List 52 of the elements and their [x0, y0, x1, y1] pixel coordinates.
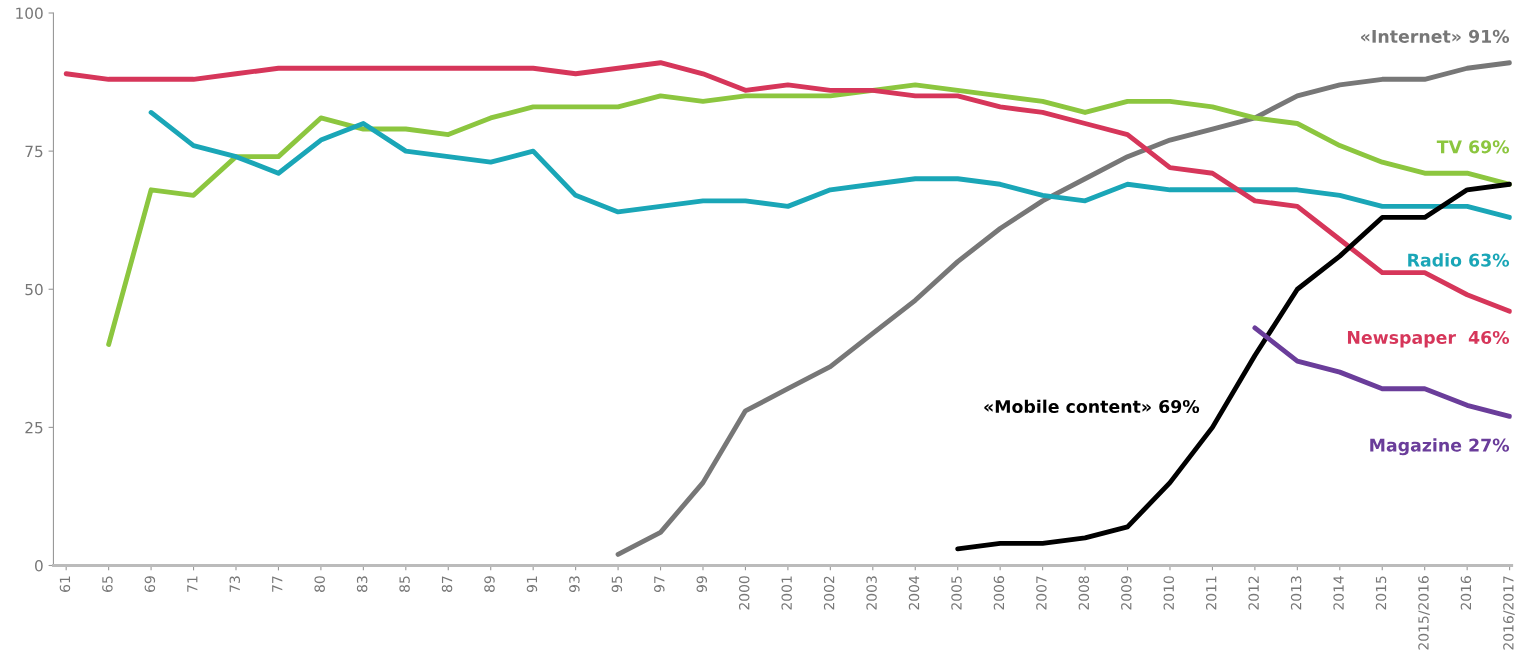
- text: Radio 63%: [1408, 253, 1510, 267]
- x-tick-label: 2005: [951, 576, 962, 610]
- line-series: [1252, 325, 1512, 419]
- x-tick-label: 2010: [1163, 576, 1175, 610]
- x-tick-label: 2007: [1036, 576, 1047, 610]
- x-tick-label: 89: [484, 576, 495, 592]
- x-tick-label: 95: [611, 576, 623, 593]
- x-tick-label: 97: [654, 576, 665, 593]
- x-tick-label: 69: [144, 576, 156, 592]
- x-tick-label: 71: [187, 576, 198, 592]
- line-series: [106, 82, 1512, 347]
- x-tick-label: 2004: [908, 576, 920, 610]
- x-tick-label: 2000: [738, 576, 750, 610]
- x-tick-label: 83: [356, 576, 368, 592]
- x-tick-label: 2009: [1121, 576, 1132, 610]
- line-series: [63, 60, 1512, 314]
- series-label: «Mobile content» 69%: [984, 399, 1200, 414]
- x-tick-label: 61: [59, 576, 71, 592]
- x-tick-label: 2002: [823, 576, 835, 610]
- y-tick-label: 25: [25, 421, 43, 434]
- x-tick-label: 2008: [1078, 576, 1090, 610]
- series-label: «Internet» 91%: [1361, 29, 1510, 43]
- line-series: [148, 110, 1512, 220]
- x-tick-label: 91: [526, 576, 538, 593]
- line-series: [615, 60, 1512, 557]
- x-tick-label: 80: [314, 576, 325, 592]
- x-tick-label: 2014: [1333, 576, 1344, 610]
- x-tick-label: 2015: [1375, 576, 1387, 610]
- x-tick-label: 99: [696, 576, 708, 593]
- y-tick-label: 50: [25, 283, 43, 296]
- series-label: TV 69%: [1436, 140, 1510, 154]
- x-tick-label: 65: [102, 576, 113, 592]
- x-tick-label: 2016/2017: [1503, 576, 1515, 650]
- x-tick-label: 2012: [1248, 576, 1259, 610]
- x-tick-label: 2016: [1460, 576, 1472, 610]
- x-tick-label: 2006: [993, 576, 1005, 610]
- x-tick-label: 87: [441, 576, 453, 592]
- x-tick-label: 93: [569, 576, 580, 593]
- x-tick-label: 85: [399, 576, 410, 592]
- x-tick-label: 2001: [781, 576, 792, 610]
- x-tick-label: 2013: [1290, 576, 1302, 610]
- x-tick-label: 2003: [866, 576, 877, 610]
- x-tick-label: 2011: [1205, 576, 1217, 610]
- x-tick-label: 73: [229, 576, 241, 592]
- y-tick-label: 0: [35, 559, 43, 572]
- series-label: Magazine 27%: [1370, 438, 1510, 456]
- x-tick-label: 2015/2016: [1418, 576, 1430, 650]
- line-series: [955, 181, 1512, 552]
- series-label: Newspaper 46%: [1347, 330, 1510, 348]
- x-tick-label: 77: [272, 576, 283, 592]
- y-tick-label: 100: [16, 7, 43, 20]
- y-tick-label: 75: [25, 145, 43, 158]
